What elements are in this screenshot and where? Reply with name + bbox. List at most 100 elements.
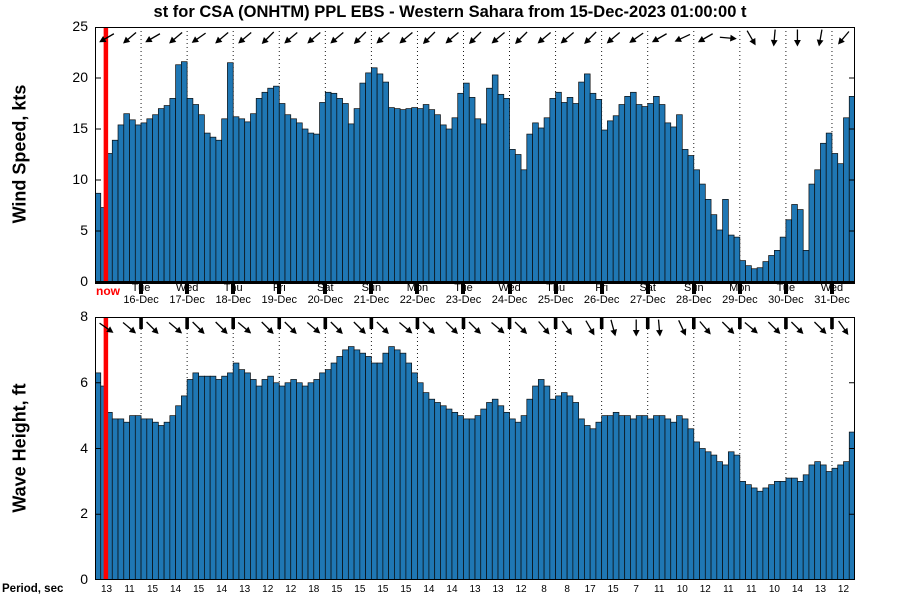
wind-bar (543, 117, 551, 282)
wind-bar (486, 87, 493, 282)
wave-bar (388, 346, 395, 580)
wind-bar (630, 91, 637, 282)
wave-direction-arrow (721, 321, 735, 335)
wave-bar (342, 349, 349, 580)
wind-bar (336, 98, 343, 282)
wind-direction-arrow (468, 31, 482, 45)
wind-bar (278, 103, 286, 282)
figure-title: st for CSA (ONHTM) PPL EBS - Western Sah… (153, 3, 747, 21)
wave-direction-arrow (122, 322, 137, 334)
wave-bar (123, 421, 130, 580)
wind-direction-arrow (261, 31, 275, 45)
wind-bar (716, 229, 723, 282)
period-value: 14 (791, 584, 803, 595)
wave-bar (399, 352, 407, 580)
wind-ytick-label: 0 (80, 273, 88, 289)
wind-bar (503, 98, 510, 282)
wind-bar (745, 265, 752, 282)
wave-bar (664, 418, 672, 580)
wind-bar (491, 74, 499, 282)
wave-bar (324, 369, 332, 580)
now-line (103, 27, 109, 282)
period-value: 8 (541, 584, 547, 595)
wind-ytick-label: 15 (72, 120, 88, 136)
wave-direction-arrow (468, 321, 482, 335)
wave-direction-arrow (767, 321, 781, 335)
wave-bar (779, 481, 787, 580)
period-value: 15 (354, 584, 366, 595)
wave-bar (561, 392, 568, 580)
wave-direction-arrow (192, 321, 205, 335)
wave-direction-arrow (168, 322, 183, 334)
wind-bar (635, 104, 643, 282)
wave-bar (745, 484, 752, 580)
day-tick (829, 281, 834, 294)
period-value: 13 (814, 584, 827, 595)
wind-direction-arrow (307, 32, 321, 44)
wave-bar (601, 415, 608, 580)
wave-bar (157, 425, 165, 580)
period-value: 15 (400, 584, 412, 595)
wave-direction-arrow (585, 320, 595, 336)
wind-bar (693, 169, 700, 282)
wind-direction-arrow (238, 32, 252, 44)
wind-bar (296, 122, 303, 282)
wind-direction-arrow (838, 31, 850, 45)
wave-bar (825, 471, 833, 580)
wind-bar (739, 260, 746, 282)
day-label: Tue 16-Dec (123, 282, 159, 306)
wave-bar (607, 415, 614, 580)
day-tick (737, 281, 742, 294)
wave-bar (186, 379, 194, 580)
wind-bar (163, 105, 171, 282)
wave-bar (163, 421, 171, 580)
wave-direction-arrow (376, 321, 389, 335)
period-value: 10 (676, 584, 688, 595)
day-tick (691, 281, 696, 294)
wind-bar (227, 62, 234, 282)
wind-direction-arrow (651, 33, 667, 43)
wave-direction-arrow (699, 321, 711, 335)
wave-bar (146, 418, 153, 580)
wind-bar (468, 97, 476, 282)
period-value: 13 (492, 584, 504, 595)
wave-bar (313, 379, 320, 580)
wind-direction-arrow (719, 34, 737, 42)
wind-bar (710, 214, 718, 282)
wind-bar (607, 120, 614, 282)
wave-axis-title: Wave Height, ft (9, 383, 30, 513)
wave-bar (791, 477, 798, 580)
wave-bar (238, 369, 246, 580)
wave-bar (221, 375, 228, 580)
wave-direction-arrow (610, 319, 617, 337)
wind-bar (843, 117, 850, 282)
period-value: 12 (837, 584, 850, 595)
wind-direction-arrow (330, 32, 344, 44)
wind-bar (307, 132, 315, 282)
wind-bar (181, 61, 188, 282)
wave-bar (273, 382, 280, 580)
day-tick (599, 317, 604, 329)
wind-direction-arrow (376, 32, 390, 44)
wind-bar (445, 128, 453, 282)
wind-bar (232, 116, 240, 282)
wind-bar (514, 154, 522, 282)
wind-bar (267, 87, 274, 282)
wind-bar (566, 97, 574, 282)
wind-bar (681, 149, 689, 282)
wave-bar (330, 362, 338, 580)
wave-bar (549, 398, 556, 580)
wind-bar (405, 108, 413, 282)
wind-direction-arrow (491, 32, 505, 44)
wave-bar (255, 385, 263, 580)
wave-direction-arrow (353, 321, 366, 335)
wind-x-axis-line (95, 281, 855, 284)
wave-height-chart (95, 317, 855, 580)
wind-bar (451, 117, 459, 282)
wind-bar (589, 92, 597, 282)
wave-bar (572, 402, 579, 580)
wave-bar (290, 379, 297, 580)
day-label: Wed 17-Dec (169, 282, 205, 306)
wave-bar (618, 415, 626, 580)
wave-direction-arrow (237, 322, 252, 334)
